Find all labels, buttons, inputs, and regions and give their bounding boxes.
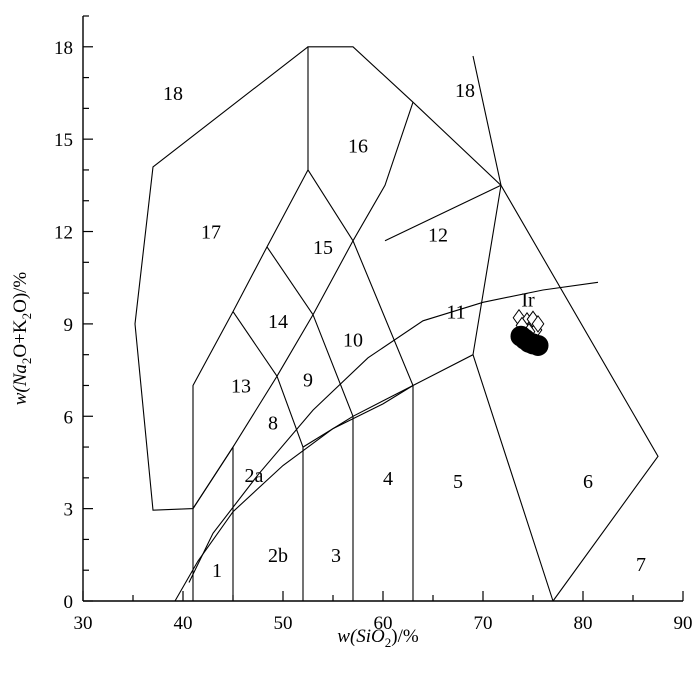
field-label-5: 5 [453,471,463,493]
field-label-18: 18 [455,80,475,102]
field-label-Ir: Ir [521,289,535,311]
field-label-6: 6 [583,471,593,493]
field-label-13: 13 [231,375,251,397]
field-label-9: 9 [303,369,313,391]
y-axis-title-prefix: w(Na [10,364,31,405]
field-label-8: 8 [268,412,278,434]
field-boundaries [134,46,659,602]
field-label-7: 7 [636,554,646,576]
field-label-3: 3 [331,545,341,567]
x-axis-title: w(SiO2)/% [337,626,419,650]
sample-point-diamond [531,315,545,333]
field-labels: 1 2a 2b 3 4 5 6 7 8 9 10 11 12 13 14 15 16 17 18 18 Ir [163,80,646,582]
field-boundary-5 [472,55,502,355]
y-tick-label: 3 [64,500,74,521]
y-tick-label: 0 [64,592,74,613]
y-axis-title-mid: O+K [10,319,31,357]
alkaline-curve-1 [188,281,599,583]
y-tick-label: 18 [54,38,73,59]
x-axis-title-sub: 2 [385,635,392,650]
field-boundary-3 [352,385,414,601]
field-label-18: 18 [163,83,183,105]
field-boundary-12 [307,102,414,242]
x-axis-title-suffix: )/% [391,626,419,647]
field-label-4: 4 [383,468,393,490]
field-boundary-13 [384,184,502,242]
field-boundary-2 [302,415,354,601]
y-tick-label: 9 [64,315,74,336]
field-label-2b: 2b [268,545,288,567]
field-label-15: 15 [313,237,333,259]
alkaline-curve-0 [174,385,414,602]
x-tick-label: 70 [474,613,493,634]
y-axis-title-sub1: 2 [19,358,34,365]
field-label-1: 1 [212,560,222,582]
y-tick-label: 15 [54,130,73,151]
field-boundary-4 [412,353,554,602]
x-tick-label: 60 [374,613,393,634]
field-label-14: 14 [268,311,288,333]
field-label-16: 16 [348,135,368,157]
y-axis-title-suffix: O)/% [10,272,31,313]
sample-point-circle [527,334,549,356]
field-label-17: 17 [201,222,221,244]
x-tick-label: 90 [674,613,693,634]
field-label-12: 12 [428,225,448,247]
field-boundary-10 [232,311,278,377]
x-tick-label: 50 [274,613,293,634]
x-tick-label: 80 [574,613,593,634]
field-boundary-0 [192,46,659,602]
y-tick-label: 12 [54,223,73,244]
x-tick-label: 40 [174,613,193,634]
field-boundary-9 [192,446,234,509]
field-label-11: 11 [446,302,465,324]
x-tick-label: 30 [74,613,93,634]
field-label-2a: 2a [245,465,264,487]
field-boundary-11 [266,246,314,316]
y-tick-label: 6 [64,407,74,428]
field-boundary-7 [276,313,354,417]
y-axis-title-sub2: 2 [19,313,34,320]
y-axis-title: w(Na2O+K2O)/% [10,272,34,406]
field-boundary-8 [312,239,414,386]
sample-points [510,308,549,356]
x-axis-title-prefix: w(SiO [337,626,385,647]
alkaline-subalkaline-curves [174,281,599,602]
field-label-10: 10 [343,329,363,351]
